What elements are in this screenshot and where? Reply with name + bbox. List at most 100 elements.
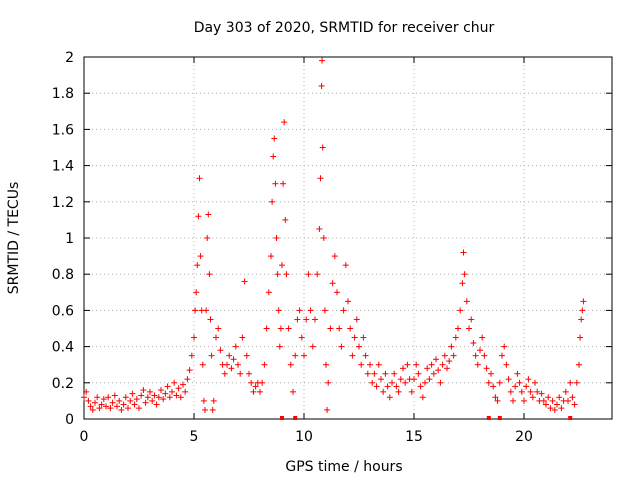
data-point	[461, 271, 468, 278]
data-point	[375, 361, 382, 368]
data-point	[131, 401, 138, 408]
data-point	[488, 370, 494, 377]
data-point	[133, 396, 140, 403]
data-point	[397, 376, 404, 383]
data-point	[155, 394, 162, 401]
data-point	[200, 397, 207, 404]
data-points	[81, 57, 587, 413]
data-point	[424, 365, 431, 372]
data-point	[272, 180, 279, 187]
data-point	[175, 385, 182, 392]
data-point	[301, 352, 307, 359]
data-point	[549, 397, 556, 404]
y-axis-label: SRMTID / TECUs	[6, 182, 22, 295]
data-point	[435, 367, 442, 374]
y-tick-label: 1.8	[52, 86, 74, 102]
data-point	[408, 388, 415, 395]
data-point	[303, 316, 310, 323]
data-point	[419, 394, 426, 401]
data-point	[477, 347, 483, 354]
data-point	[94, 394, 101, 401]
data-point	[122, 394, 129, 401]
data-point	[269, 198, 276, 205]
data-point	[369, 379, 376, 386]
data-point	[349, 352, 356, 359]
data-point	[273, 235, 280, 241]
baseline-marker	[280, 416, 284, 420]
data-point	[138, 392, 145, 399]
data-point	[277, 325, 284, 332]
y-tick-label: 1	[65, 231, 74, 247]
data-point	[208, 352, 215, 359]
data-point	[319, 57, 326, 64]
data-point	[457, 307, 464, 314]
data-point	[162, 390, 169, 397]
data-point	[98, 401, 105, 408]
data-point	[323, 361, 329, 368]
data-point	[450, 352, 457, 359]
data-point	[283, 271, 290, 278]
data-point	[342, 262, 349, 269]
data-point	[83, 388, 90, 395]
data-point	[232, 343, 239, 350]
baseline-marker	[486, 416, 491, 420]
data-point	[129, 390, 136, 397]
data-point	[516, 379, 523, 386]
data-point	[336, 325, 343, 332]
data-point	[510, 397, 516, 404]
data-point	[578, 316, 585, 323]
data-point	[184, 376, 191, 383]
data-point	[305, 271, 312, 278]
data-point	[270, 153, 277, 160]
data-point	[400, 365, 406, 372]
data-point	[466, 325, 472, 332]
data-point	[430, 370, 437, 377]
y-tick-label: 0.2	[52, 376, 74, 392]
data-point	[241, 278, 248, 285]
chart-title: Day 303 of 2020, SRMTID for receiver chu…	[194, 20, 495, 36]
data-point	[391, 370, 398, 377]
data-point	[437, 379, 444, 386]
y-tick-label: 1.4	[52, 159, 74, 175]
data-point	[125, 405, 131, 412]
data-point	[521, 397, 527, 404]
data-point	[136, 405, 142, 412]
data-point	[523, 383, 530, 390]
data-point	[567, 379, 574, 386]
data-point	[554, 401, 560, 408]
data-point	[518, 388, 525, 395]
x-tick-label: 0	[80, 429, 89, 445]
data-point	[213, 334, 219, 341]
data-point	[271, 135, 278, 142]
data-point	[188, 352, 195, 359]
baseline-markers	[280, 416, 573, 420]
data-point	[276, 343, 283, 350]
data-point	[166, 394, 173, 401]
data-point	[402, 379, 409, 386]
data-point	[512, 383, 519, 390]
data-point	[118, 406, 125, 413]
x-tick-label: 5	[190, 429, 199, 445]
data-point	[479, 334, 486, 341]
data-point	[382, 370, 389, 377]
data-point	[182, 388, 189, 395]
data-point	[534, 388, 541, 395]
data-point	[243, 352, 250, 359]
data-point	[140, 387, 147, 394]
data-point	[571, 401, 578, 408]
data-point	[207, 316, 214, 323]
data-point	[268, 253, 274, 260]
data-point	[367, 361, 373, 368]
data-point	[228, 365, 235, 372]
data-point	[199, 361, 206, 368]
data-point	[259, 379, 266, 386]
data-point	[314, 271, 321, 278]
data-point	[573, 379, 580, 386]
data-point	[428, 361, 435, 368]
data-point	[298, 334, 305, 341]
data-point	[169, 388, 175, 395]
data-point	[404, 361, 411, 368]
data-point	[160, 396, 167, 403]
data-point	[96, 405, 103, 412]
